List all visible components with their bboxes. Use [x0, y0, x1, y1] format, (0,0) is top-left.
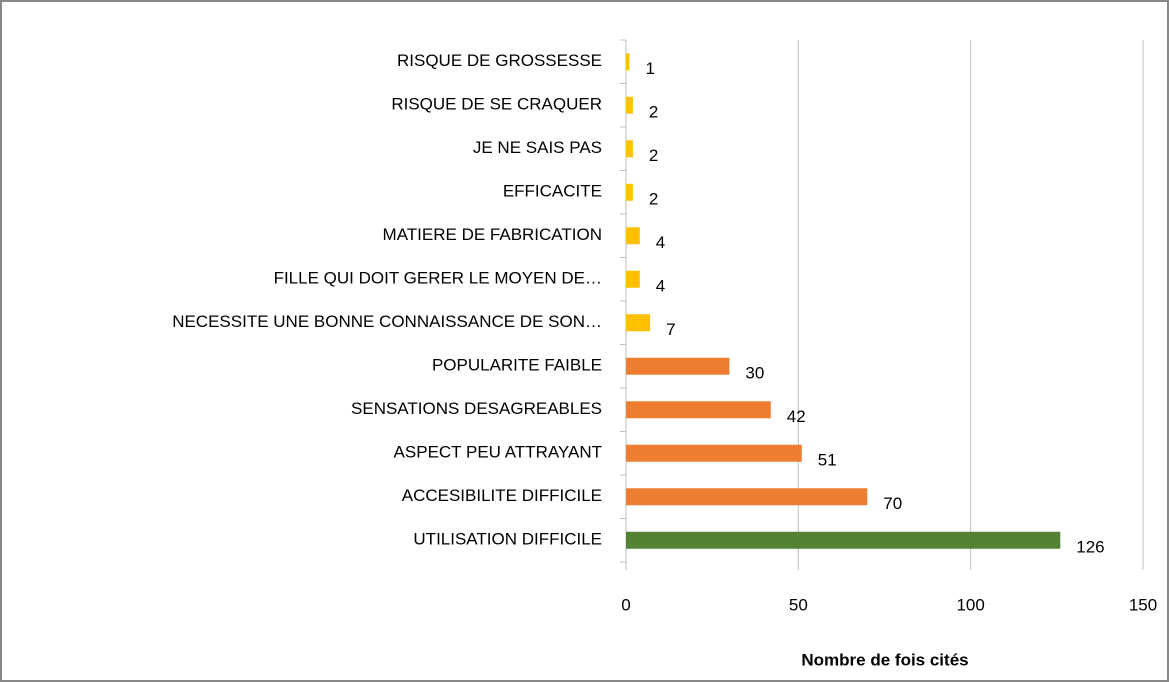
y-tick-label: MATIERE DE FABRICATION: [383, 225, 602, 244]
data-label: 7: [666, 320, 675, 339]
bar: [626, 444, 802, 462]
y-tick-label: EFFICACITE: [503, 182, 602, 201]
data-label: 70: [883, 494, 902, 513]
y-tick-label: RISQUE DE GROSSESSE: [397, 51, 602, 70]
y-tick-label: FILLE QUI DOIT GERER LE MOYEN DE…: [274, 269, 602, 288]
bar: [626, 96, 633, 114]
bar: [626, 357, 730, 375]
bar: [626, 183, 633, 201]
x-tick-label: 100: [956, 595, 984, 614]
bar: [626, 401, 771, 419]
data-label: 1: [645, 59, 654, 78]
data-label: 42: [787, 407, 806, 426]
data-label: 4: [656, 233, 665, 252]
y-tick-label: NECESSITE UNE BONNE CONNAISSANCE DE SON…: [172, 312, 602, 331]
y-tick-label: SENSATIONS DESAGREABLES: [351, 399, 602, 418]
y-tick-label: UTILISATION DIFFICILE: [413, 530, 602, 549]
y-tick-label: JE NE SAIS PAS: [473, 138, 602, 157]
y-tick-label: RISQUE DE SE CRAQUER: [391, 95, 602, 114]
bar: [626, 227, 640, 245]
y-tick-label: POPULARITE FAIBLE: [432, 356, 602, 375]
y-tick-label: ASPECT PEU ATTRAYANT: [394, 443, 602, 462]
x-tick-label: 0: [621, 595, 630, 614]
data-label: 2: [649, 146, 658, 165]
bar: [626, 270, 640, 288]
data-label: 51: [818, 451, 837, 470]
data-label: 2: [649, 103, 658, 122]
y-tick-label: ACCESIBILITE DIFFICILE: [402, 486, 602, 505]
bar: [626, 531, 1061, 549]
bar: [626, 53, 630, 71]
x-tick-label: 50: [789, 595, 808, 614]
bar: [626, 314, 651, 332]
x-axis-title: Nombre de fois cités: [801, 650, 968, 669]
x-tick-label: 150: [1129, 595, 1157, 614]
data-label: 2: [649, 190, 658, 209]
data-label: 126: [1076, 538, 1104, 557]
data-label: 30: [745, 364, 764, 383]
bar: [626, 140, 633, 158]
data-label: 4: [656, 277, 665, 296]
bar: [626, 488, 868, 506]
